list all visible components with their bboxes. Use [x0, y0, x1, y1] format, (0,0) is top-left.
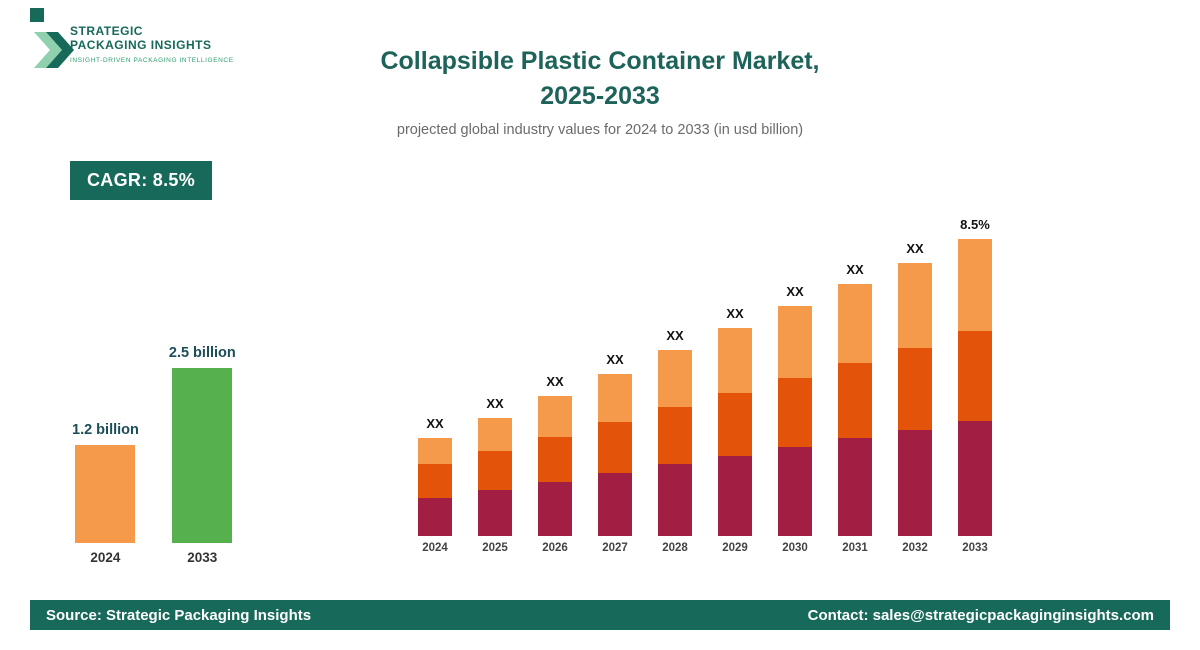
cagr-badge: CAGR: 8.5%: [70, 161, 213, 200]
header: Collapsible Plastic Container Market, 20…: [280, 44, 920, 138]
x-axis-label-2030: 2030: [782, 542, 808, 554]
segment-top-2029: [718, 328, 752, 393]
segment-middle-2029: [718, 393, 752, 456]
segment-bottom-2029: [718, 456, 752, 536]
segment-bottom-2025: [478, 490, 512, 536]
brand-name: STRATEGIC PACKAGING INSIGHTS INSIGHT-DRI…: [70, 24, 234, 64]
main-chart: XX 2024 XX 2025 XX 2026 XX 2027 XX 2028 XX 2029 XX 20…: [418, 198, 992, 558]
mini-bar-year-label: 2033: [187, 550, 218, 565]
segment-middle-2032: [898, 348, 932, 430]
bar-value-label: XX: [666, 328, 684, 343]
bar-value-label: XX: [486, 396, 504, 411]
segment-top-2027: [598, 374, 632, 422]
page-subtitle: projected global industry values for 202…: [396, 122, 804, 138]
footer-contact: Contact: sales@strategicpackaginginsight…: [807, 606, 1154, 624]
segment-middle-2025: [478, 451, 512, 490]
footer-source: Source: Strategic Packaging Insights: [46, 606, 312, 624]
bar-value-label: XX: [606, 352, 624, 367]
segment-middle-2026: [538, 437, 572, 482]
bar-value-label: XX: [726, 306, 744, 321]
stacked-bar-group-2025: XX 2025: [478, 198, 512, 558]
segment-bottom-2026: [538, 482, 572, 536]
mini-bar-2033: [172, 368, 233, 543]
stacked-bar-group-2026: XX 2026: [538, 198, 572, 558]
segment-top-2028: [658, 350, 692, 407]
bar-value-label: XX: [906, 241, 924, 256]
segment-middle-2024: [418, 464, 452, 498]
segment-top-2025: [478, 418, 512, 451]
segment-bottom-2032: [898, 430, 932, 536]
stacked-bar-group-2031: XX 2031: [838, 198, 872, 558]
x-axis-label-2026: 2026: [542, 542, 568, 554]
stacked-bar-group-2024: XX 2024: [418, 198, 452, 558]
footer-bar: Source: Strategic Packaging Insights Con…: [30, 600, 1170, 630]
bar-value-label: 8.5%: [960, 217, 990, 232]
x-axis-label-2032: 2032: [902, 542, 928, 554]
stacked-bar-group-2028: XX 2028: [658, 198, 692, 558]
stacked-bar-group-2033: 8.5% 2033: [958, 198, 992, 558]
segment-bottom-2030: [778, 447, 812, 536]
mini-bar-year-label: 2024: [90, 550, 121, 565]
segment-middle-2030: [778, 378, 812, 447]
x-axis-label-2027: 2027: [602, 542, 628, 554]
segment-top-2024: [418, 438, 452, 464]
page-title-line1: Collapsible Plastic Container Market,: [380, 47, 820, 75]
segment-middle-2028: [658, 407, 692, 464]
segment-top-2031: [838, 284, 872, 363]
brand-tagline: INSIGHT-DRIVEN PACKAGING INTELLIGENCE: [70, 57, 234, 64]
segment-middle-2033: [958, 331, 992, 421]
stacked-bar-group-2032: XX 2032: [898, 198, 932, 558]
bar-value-label: XX: [786, 284, 804, 299]
mini-bar-value-label: 1.2 billion: [72, 422, 139, 438]
segment-bottom-2031: [838, 438, 872, 536]
segment-top-2033: [958, 239, 992, 331]
mini-bar-group-2033: 2.5 billion 2033: [169, 318, 236, 568]
segment-top-2032: [898, 263, 932, 348]
x-axis-label-2031: 2031: [842, 542, 868, 554]
segment-bottom-2027: [598, 473, 632, 536]
x-axis-label-2024: 2024: [422, 542, 448, 554]
brand-name-line1: STRATEGIC: [70, 24, 143, 38]
segment-bottom-2024: [418, 498, 452, 536]
segment-top-2026: [538, 396, 572, 437]
segment-top-2030: [778, 306, 812, 378]
bar-value-label: XX: [846, 262, 864, 277]
x-axis-label-2028: 2028: [662, 542, 688, 554]
bar-value-label: XX: [546, 374, 564, 389]
x-axis-label-2033: 2033: [962, 542, 988, 554]
page-title-line2: 2025-2033: [540, 82, 660, 110]
x-axis-label-2025: 2025: [482, 542, 508, 554]
segment-middle-2031: [838, 363, 872, 438]
segment-bottom-2028: [658, 464, 692, 536]
mini-bar-2024: [75, 445, 136, 543]
stacked-bar-group-2029: XX 2029: [718, 198, 752, 558]
mini-bar-value-label: 2.5 billion: [168, 345, 236, 361]
segment-middle-2027: [598, 422, 632, 473]
stacked-bar-group-2030: XX 2030: [778, 198, 812, 558]
mini-bar-group-2024: 1.2 billion 2024: [72, 318, 139, 568]
x-axis-label-2029: 2029: [722, 542, 748, 554]
brand-name-line2: PACKAGING INSIGHTS: [70, 38, 212, 52]
mini-comparison-chart: 1.2 billion 2024 2.5 billion 2033: [72, 318, 236, 568]
chevron-logo-icon: [34, 32, 74, 68]
stacked-bar-group-2027: XX 2027: [598, 198, 632, 558]
bar-value-label: XX: [426, 416, 444, 431]
segment-bottom-2033: [958, 421, 992, 536]
logo-square-mark: [30, 8, 44, 22]
